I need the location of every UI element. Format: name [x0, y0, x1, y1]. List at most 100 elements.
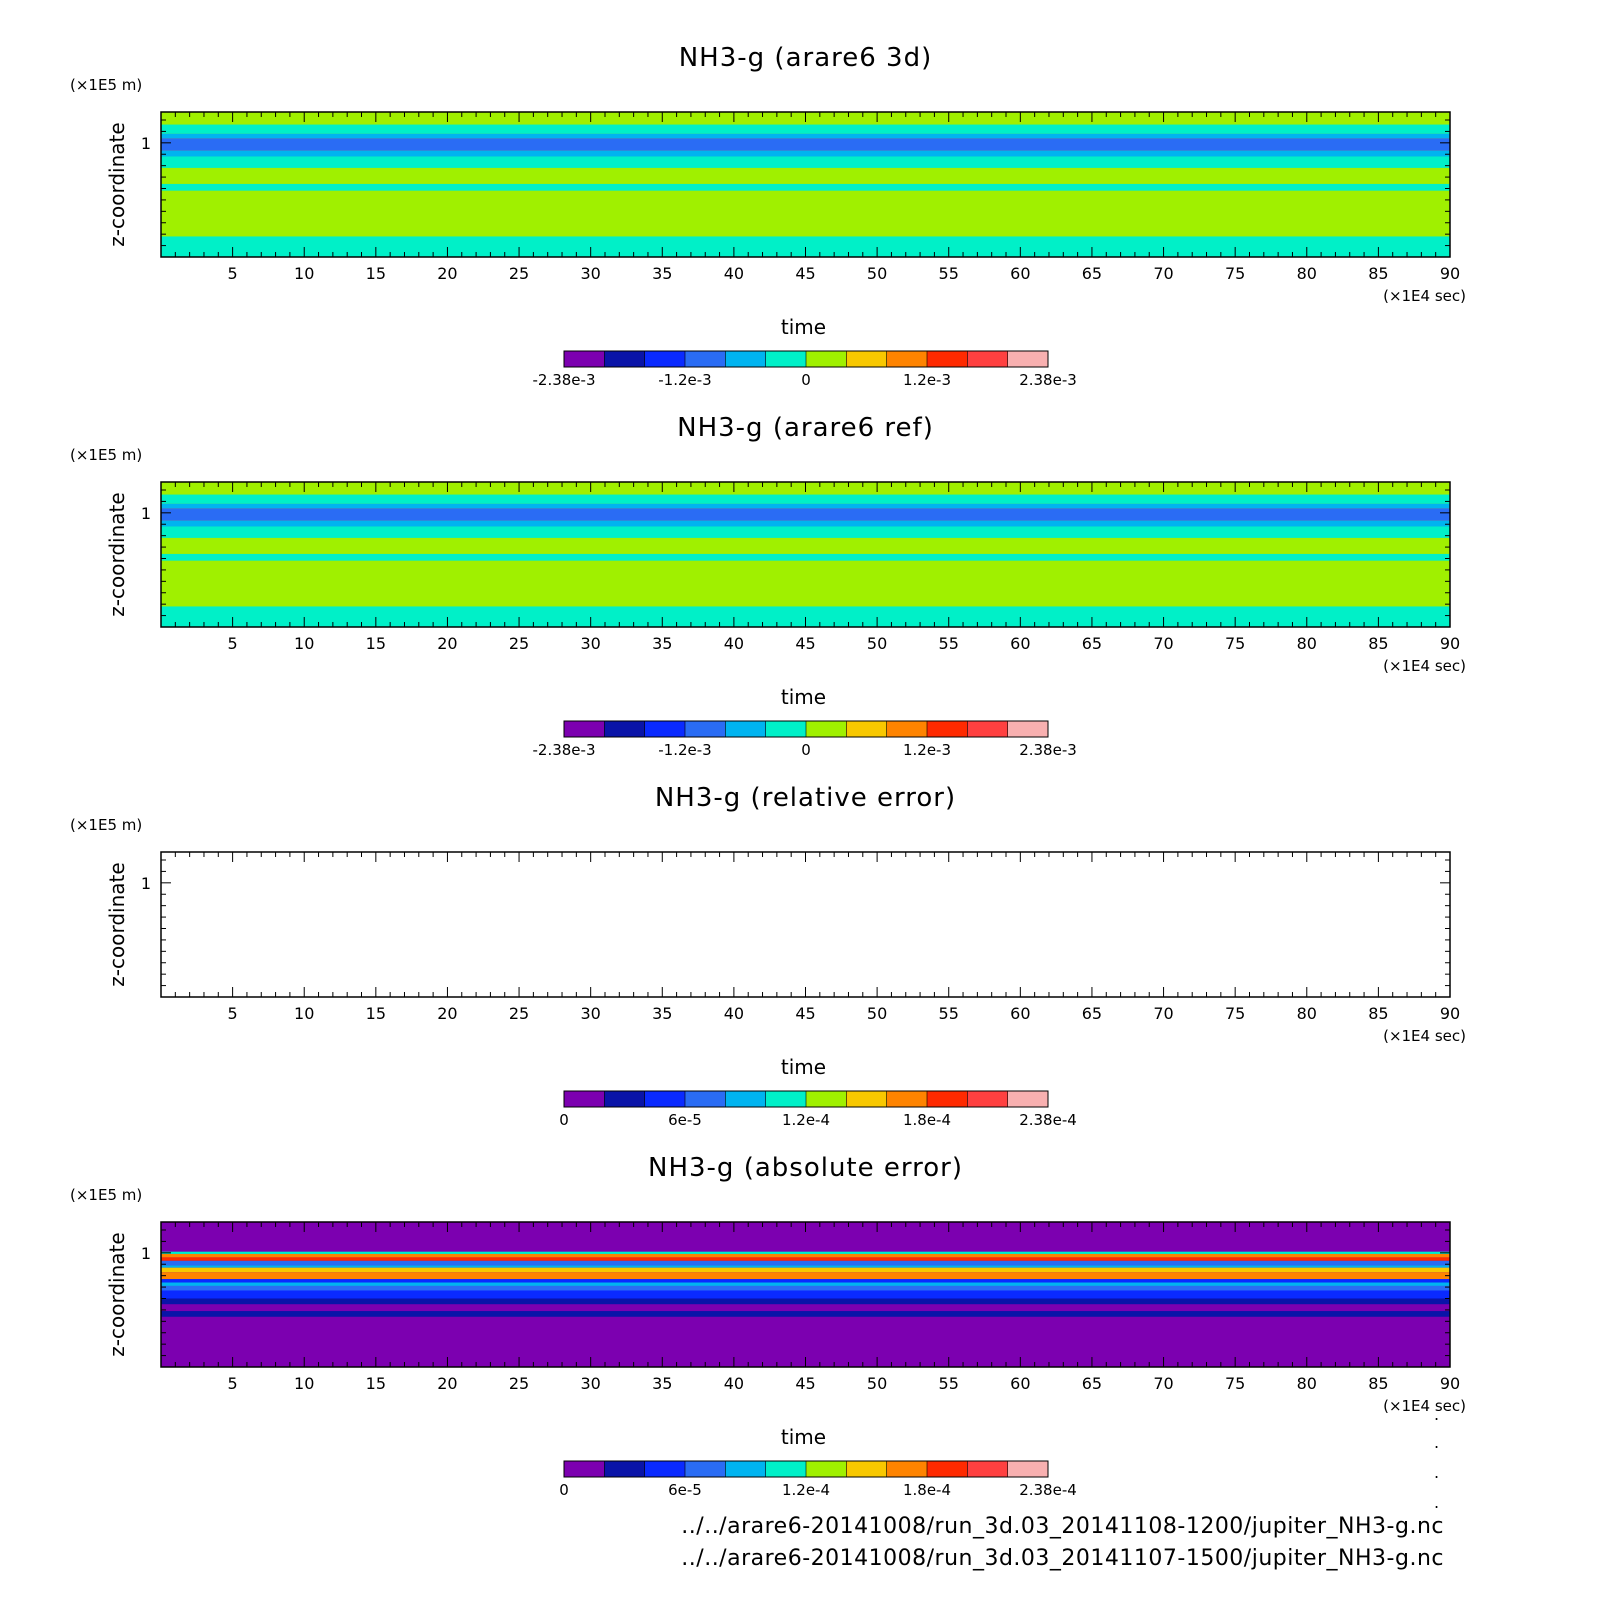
x-tick-label: 10 [294, 1374, 314, 1393]
x-tick-label: 80 [1297, 1004, 1317, 1023]
x-tick-label: 85 [1368, 264, 1388, 283]
colorbar-swatch [564, 1461, 605, 1477]
x-tick-label: 90 [1440, 1004, 1460, 1023]
heatmap-background [161, 852, 1450, 997]
x-tick-label: 40 [724, 264, 744, 283]
x-axis-label: time [781, 315, 826, 339]
x-tick-label: 70 [1153, 264, 1173, 283]
colorbar-swatch [967, 1461, 1009, 1477]
colorbar-label: 0 [801, 371, 811, 389]
x-axis-unit: (×1E4 sec) [1383, 1027, 1466, 1045]
heatmap-band [161, 520, 1450, 527]
colorbar-swatch [644, 1461, 686, 1477]
y-axis-unit: (×1E5 m) [70, 816, 142, 834]
colorbar-label: 0 [801, 741, 811, 759]
x-tick-label: 35 [652, 634, 672, 653]
x-axis-label: time [781, 685, 826, 709]
colorbar-swatch [685, 721, 726, 737]
colorbar-swatch [927, 351, 968, 367]
x-tick-label: 10 [294, 634, 314, 653]
x-tick-label: 55 [939, 1374, 959, 1393]
x-tick-label: 30 [580, 1004, 600, 1023]
colorbar-swatch [725, 721, 767, 737]
y-axis-label: z-coordinate [105, 862, 129, 986]
heatmap-band [161, 133, 1450, 139]
chart-title: NH3-g (arare6 3d) [679, 43, 933, 73]
y-axis-unit: (×1E5 m) [70, 446, 142, 464]
heatmap-band [161, 526, 1450, 538]
colorbar-swatch [967, 1091, 1009, 1107]
heatmap-band [161, 537, 1450, 554]
y-tick-label: 1 [141, 134, 151, 153]
colorbar-swatch [846, 1461, 888, 1477]
colorbar-swatch [644, 351, 686, 367]
x-tick-label: 5 [228, 1374, 238, 1393]
x-tick-label: 50 [867, 1004, 887, 1023]
colorbar-swatch [685, 351, 726, 367]
colorbar-swatch [685, 1461, 726, 1477]
x-tick-label: 40 [724, 634, 744, 653]
y-axis-label: z-coordinate [105, 122, 129, 246]
y-tick-label: 1 [141, 874, 151, 893]
colorbar-swatch [927, 1461, 968, 1477]
colorbar-swatch [604, 1461, 646, 1477]
colorbar-swatch [644, 721, 686, 737]
x-tick-label: 65 [1082, 634, 1102, 653]
y-tick-label: 1 [141, 504, 151, 523]
x-tick-label: 65 [1082, 1374, 1102, 1393]
colorbar-swatch [927, 721, 968, 737]
x-tick-label: 70 [1153, 1004, 1173, 1023]
colorbar-swatch [564, 351, 605, 367]
heatmap-band [161, 1267, 1450, 1273]
colorbar-label: 2.38e-4 [1019, 1481, 1077, 1499]
y-axis-label: z-coordinate [105, 1232, 129, 1356]
x-tick-label: 65 [1082, 1004, 1102, 1023]
colorbar-swatch [765, 721, 807, 737]
x-tick-label: 90 [1440, 634, 1460, 653]
x-tick-label: 60 [1010, 264, 1030, 283]
x-tick-label: 75 [1225, 1374, 1245, 1393]
x-tick-label: 35 [652, 1004, 672, 1023]
x-tick-label: 75 [1225, 1004, 1245, 1023]
colorbar-swatch [725, 1091, 767, 1107]
x-tick-label: 80 [1297, 634, 1317, 653]
x-tick-label: 15 [366, 1374, 386, 1393]
x-tick-label: 20 [437, 634, 457, 653]
x-tick-label: 15 [366, 1004, 386, 1023]
x-axis-label: time [781, 1055, 826, 1079]
heatmap-band [161, 1298, 1450, 1305]
x-tick-label: 25 [509, 264, 529, 283]
colorbar-label: 1.8e-4 [903, 1111, 951, 1129]
x-tick-label: 25 [509, 634, 529, 653]
x-tick-label: 80 [1297, 264, 1317, 283]
x-tick-label: 10 [294, 264, 314, 283]
heatmap-band [161, 1257, 1450, 1261]
x-tick-label: 50 [867, 1374, 887, 1393]
colorbar-swatch [806, 721, 847, 737]
colorbar-swatch [765, 351, 807, 367]
x-tick-label: 70 [1153, 1374, 1173, 1393]
heatmap-band [161, 1251, 1450, 1254]
colorbar-label: -2.38e-3 [533, 371, 596, 389]
footer-dot: . [1434, 1493, 1440, 1512]
x-tick-label: 75 [1225, 634, 1245, 653]
heatmap-band [161, 1290, 1450, 1299]
x-tick-label: 25 [509, 1374, 529, 1393]
x-tick-label: 85 [1368, 1374, 1388, 1393]
chart-title: NH3-g (arare6 ref) [677, 413, 934, 443]
colorbar-swatch [564, 721, 605, 737]
x-tick-label: 65 [1082, 264, 1102, 283]
chart-panel: NH3-g (arare6 3d)(×1E5 m)5 10 15 20 25 30 35 40… [70, 43, 1466, 389]
heatmap-band [161, 494, 1450, 504]
x-tick-label: 40 [724, 1374, 744, 1393]
colorbar-label: 1.2e-3 [903, 741, 951, 759]
colorbar-label: 2.38e-3 [1019, 741, 1077, 759]
heatmap-band [161, 1272, 1450, 1280]
x-tick-label: 55 [939, 1004, 959, 1023]
colorbar-label: 0 [559, 1111, 569, 1129]
x-tick-label: 35 [652, 264, 672, 283]
heatmap-band [161, 138, 1450, 151]
colorbar-swatch [564, 1091, 605, 1107]
x-tick-label: 50 [867, 264, 887, 283]
